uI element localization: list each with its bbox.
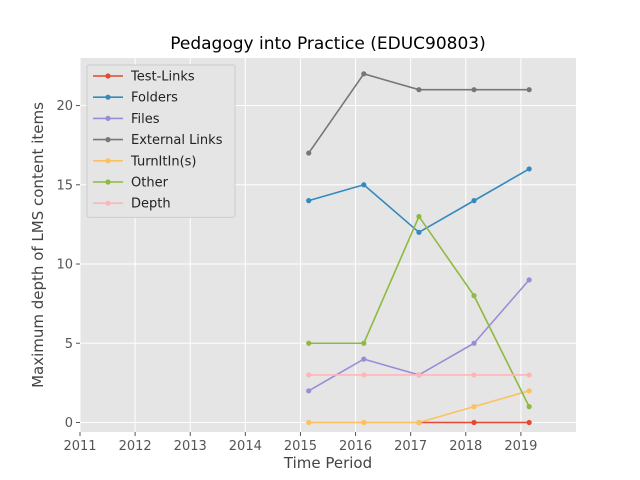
x-tick-label: 2018: [449, 439, 482, 454]
series-other: [306, 213, 532, 410]
x-tick-label: 2012: [119, 439, 152, 454]
legend-label: Files: [131, 112, 160, 127]
data-point: [306, 372, 312, 378]
x-tick-label: 2019: [504, 439, 537, 454]
data-point: [471, 372, 477, 378]
data-point: [526, 419, 532, 426]
data-point: [306, 388, 312, 394]
series-depth: [306, 372, 532, 378]
y-axis-label: Maximum depth of LMS content items: [29, 102, 47, 388]
x-tick-label: 2016: [339, 439, 372, 454]
legend-label: TurnItIn(s): [130, 154, 196, 169]
data-point: [471, 404, 477, 410]
legend-swatch-marker: [105, 158, 111, 164]
x-axis-ticks: 2011 2012 2013 2014 2015 2016 2017 2018 2019: [63, 432, 537, 454]
legend: Test-Links Folders Files External Links Turn…: [86, 64, 236, 218]
data-point: [306, 340, 312, 346]
data-point: [361, 419, 367, 426]
data-point: [526, 87, 532, 93]
legend-label: Depth: [131, 197, 171, 212]
data-point: [361, 372, 367, 378]
data-point: [526, 388, 532, 394]
y-tick-label: 20: [56, 99, 73, 114]
legend-label: Other: [131, 176, 169, 191]
data-point: [306, 198, 312, 204]
data-point: [361, 340, 367, 346]
data-point: [471, 419, 477, 426]
x-tick-label: 2013: [174, 439, 207, 454]
x-tick-label: 2015: [284, 439, 317, 454]
data-point: [526, 372, 532, 378]
x-tick-label: 2014: [229, 439, 262, 454]
series-external-links: [306, 71, 532, 156]
y-tick-label: 0: [65, 416, 73, 431]
data-point: [416, 372, 422, 378]
series-turnitin-s: [306, 388, 532, 426]
data-point: [526, 166, 532, 172]
legend-label: Test-Links: [130, 70, 195, 85]
legend-swatch-marker: [105, 73, 111, 79]
legend-swatch-marker: [105, 115, 111, 121]
legend-swatch-marker: [105, 200, 111, 206]
y-tick-label: 15: [56, 178, 73, 193]
data-point: [526, 404, 532, 410]
data-point: [416, 229, 422, 235]
data-point: [416, 87, 422, 93]
legend-box: [86, 64, 236, 218]
data-point: [471, 340, 477, 346]
data-point: [361, 71, 367, 77]
data-point: [526, 277, 532, 283]
chart-title: Pedagogy into Practice (EDUC90803): [170, 34, 486, 54]
data-point: [416, 419, 422, 426]
data-point: [471, 87, 477, 93]
legend-label: External Links: [131, 133, 223, 148]
y-tick-label: 10: [56, 258, 73, 273]
x-tick-label: 2017: [394, 439, 427, 454]
data-point: [306, 419, 312, 426]
legend-swatch-marker: [105, 94, 111, 100]
legend-label: Folders: [131, 91, 178, 106]
data-point: [361, 182, 367, 188]
series-folders: [306, 166, 532, 235]
x-tick-label: 2011: [63, 439, 96, 454]
legend-swatch-marker: [105, 137, 111, 143]
legend-swatch-marker: [105, 179, 111, 185]
series-lines: [306, 71, 532, 426]
y-axis-ticks: 0 5 10 15 20: [56, 99, 80, 431]
y-tick-label: 5: [65, 337, 73, 352]
data-point: [471, 293, 477, 299]
data-point: [416, 213, 422, 220]
data-point: [471, 198, 477, 204]
data-point: [361, 356, 367, 362]
data-point: [306, 150, 312, 156]
x-axis-label: Time Period: [283, 454, 372, 472]
